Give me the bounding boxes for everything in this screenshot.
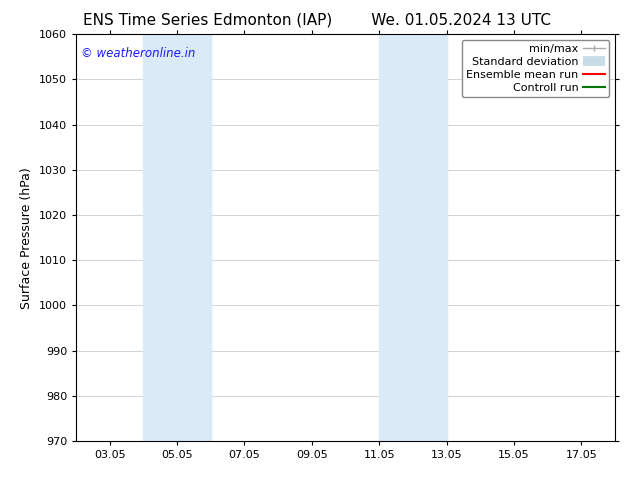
Y-axis label: Surface Pressure (hPa): Surface Pressure (hPa) — [20, 167, 34, 309]
Text: © weatheronline.in: © weatheronline.in — [81, 47, 196, 59]
Text: ENS Time Series Edmonton (IAP)        We. 01.05.2024 13 UTC: ENS Time Series Edmonton (IAP) We. 01.05… — [83, 12, 551, 27]
Bar — [379, 34, 446, 441]
Bar — [143, 34, 210, 441]
Legend: min/max, Standard deviation, Ensemble mean run, Controll run: min/max, Standard deviation, Ensemble me… — [462, 40, 609, 97]
